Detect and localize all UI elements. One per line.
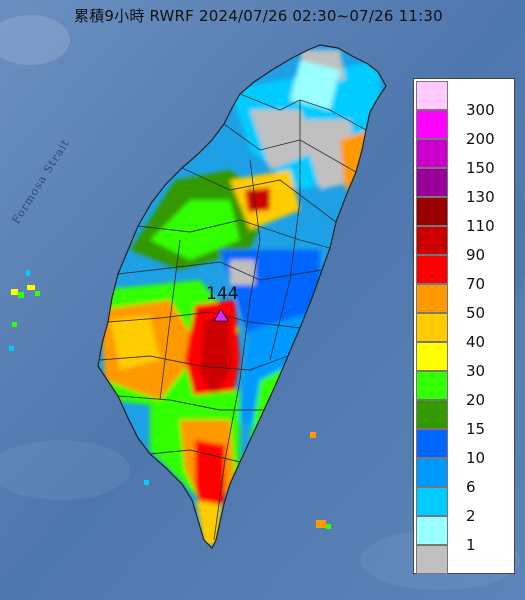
legend-label: 150: [466, 159, 495, 177]
legend-swatch: [416, 226, 448, 255]
legend-swatch: [416, 139, 448, 168]
legend-swatch: [416, 168, 448, 197]
legend-label: 40: [466, 333, 486, 351]
legend-swatch: [416, 255, 448, 284]
legend-swatch: [416, 429, 448, 458]
legend-label: 20: [466, 391, 486, 409]
legend-swatch: [416, 400, 448, 429]
legend-swatch: [416, 284, 448, 313]
max-rainfall-marker-icon: [213, 308, 229, 322]
legend-label: 10: [466, 449, 486, 467]
legend-label: 30: [466, 362, 486, 380]
offshore-rain-cells: [9, 270, 331, 529]
legend-label: 130: [466, 188, 495, 206]
legend-swatch: [416, 458, 448, 487]
legend-label: 90: [466, 246, 486, 264]
legend-label: 70: [466, 275, 486, 293]
legend-swatch: [416, 81, 448, 110]
legend-label: 200: [466, 130, 495, 148]
legend-label: 6: [466, 478, 476, 496]
legend-swatch: [416, 342, 448, 371]
legend-swatch: [416, 110, 448, 139]
rainfall-legend: 300 200 150 130 110 90 70 50 40 30 20 15 10 6 2 1: [413, 78, 515, 574]
legend-label: 15: [466, 420, 486, 438]
legend-label: 50: [466, 304, 486, 322]
legend-label: 2: [466, 507, 476, 525]
legend-swatch: [416, 516, 448, 545]
county-boundaries: [99, 93, 367, 541]
taiwan-coastline: [97, 44, 387, 550]
legend-swatch: [416, 197, 448, 226]
legend-label: 1: [466, 536, 476, 554]
max-rainfall-value: 144: [206, 284, 239, 304]
legend-swatch: [416, 371, 448, 400]
legend-label: 110: [466, 217, 495, 235]
map-title: 累積9小時 RWRF 2024/07/26 02:30~07/26 11:30: [74, 7, 443, 25]
legend-label: 300: [466, 101, 495, 119]
legend-swatch: [416, 545, 448, 574]
legend-swatch: [416, 313, 448, 342]
legend-swatch: [416, 487, 448, 516]
